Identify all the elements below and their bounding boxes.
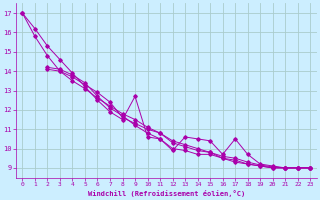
X-axis label: Windchill (Refroidissement éolien,°C): Windchill (Refroidissement éolien,°C) — [88, 190, 245, 197]
